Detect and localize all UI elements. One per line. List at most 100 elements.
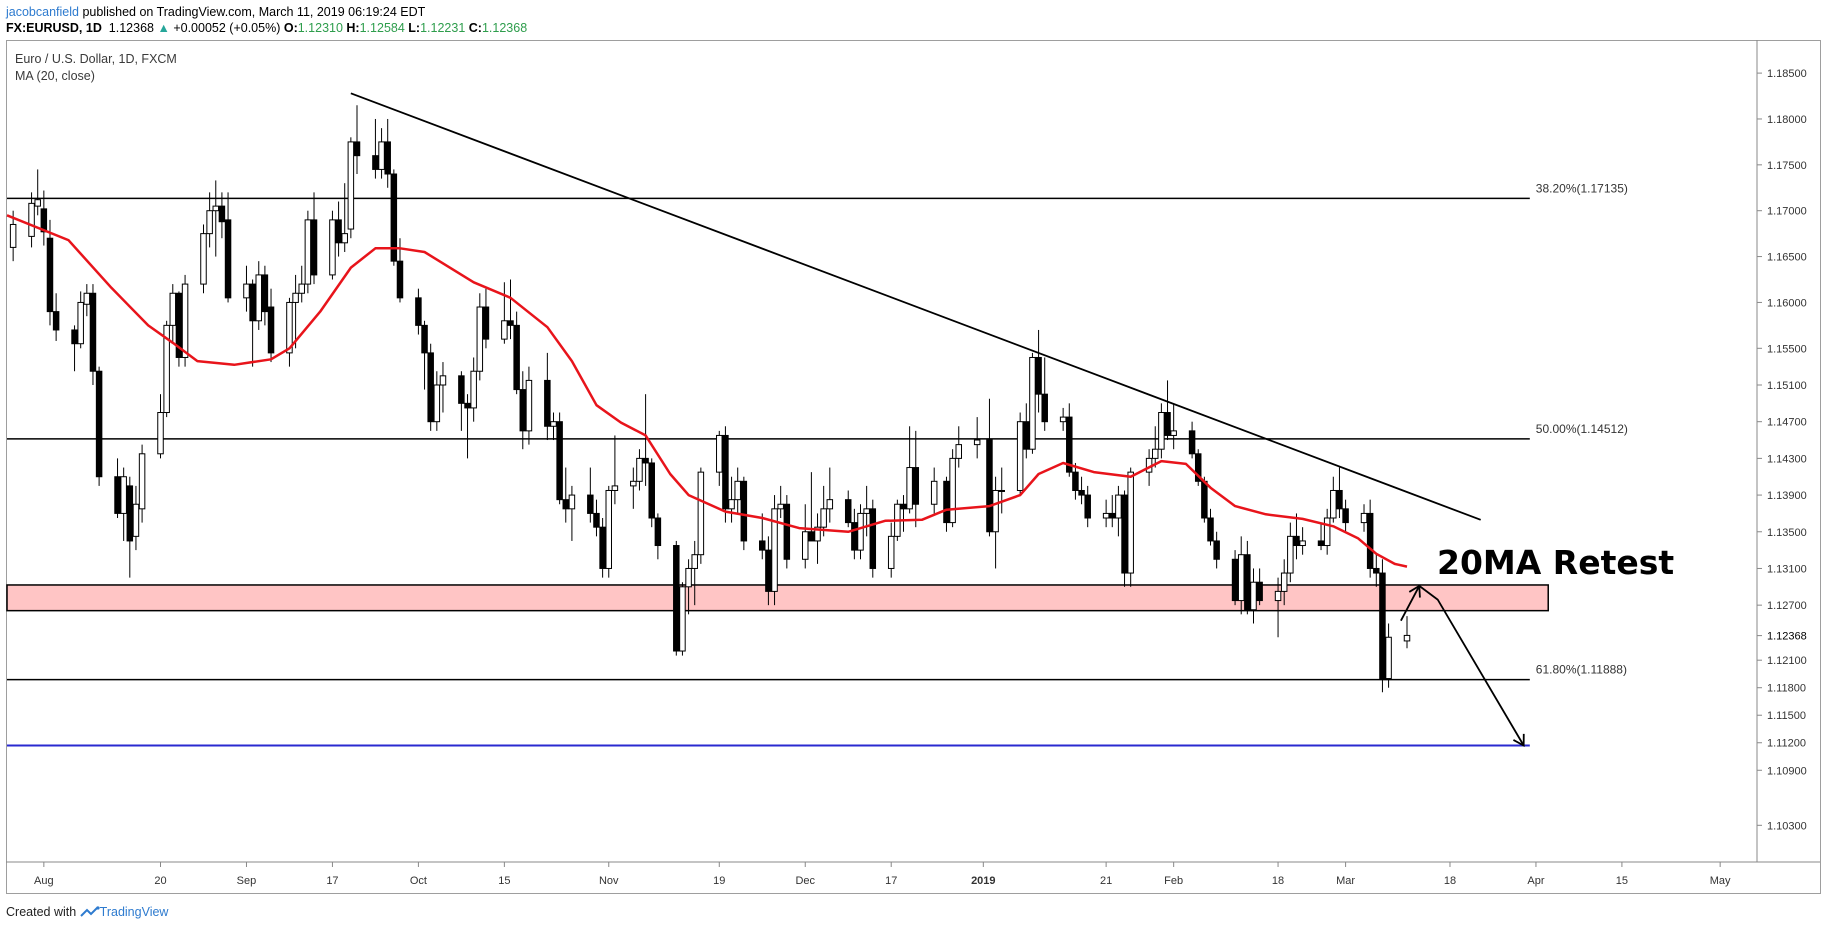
candle-body (89, 292, 97, 372)
candle (224, 192, 232, 303)
candle-body (138, 453, 146, 510)
candle (844, 490, 852, 528)
candle-body (1066, 416, 1073, 473)
tradingview-brand[interactable]: TradingView (99, 905, 169, 919)
candle-body (433, 384, 441, 423)
x-tick-label: Oct (410, 875, 427, 887)
candle (1231, 550, 1239, 606)
candle (1127, 467, 1134, 587)
open-value: 1.12310 (297, 21, 343, 35)
candle-body (611, 485, 619, 491)
candle (1170, 403, 1177, 450)
candle (218, 192, 226, 239)
candle-body (654, 517, 662, 547)
candle-body (955, 444, 963, 459)
candle-body (1360, 512, 1368, 524)
y-tick-label: 1.16500 (1767, 252, 1807, 264)
candle (83, 284, 91, 317)
candle (138, 444, 146, 523)
candle-body (863, 508, 870, 514)
candle (28, 192, 35, 248)
annotation-20ma-retest: 20MA Retest (1437, 543, 1674, 582)
x-tick-label: Apr (1527, 875, 1544, 887)
candle (513, 311, 520, 395)
candle (673, 540, 680, 656)
candle-body (857, 512, 864, 551)
candle (1059, 407, 1067, 431)
candle-body (126, 485, 134, 542)
candle-body (298, 283, 305, 294)
candle (132, 485, 140, 551)
candle-body (1256, 581, 1263, 602)
candle-body (716, 434, 723, 473)
candle-body (887, 535, 895, 569)
candle (1158, 403, 1165, 459)
candle-body (519, 389, 527, 432)
y-tick-label: 1.12700 (1767, 600, 1807, 612)
candle-body (801, 531, 809, 560)
x-tick-label: May (1710, 875, 1731, 887)
candle-body (765, 549, 772, 592)
candle (820, 485, 827, 537)
y-tick-label: 1.14300 (1767, 453, 1807, 465)
candle-body (1274, 590, 1282, 602)
candle-body (396, 260, 404, 299)
x-tick-label: Sep (237, 875, 257, 887)
candle (169, 284, 177, 344)
candle (1403, 616, 1411, 649)
x-tick-label: 15 (498, 875, 510, 887)
candle (71, 325, 78, 372)
candle-body (1084, 494, 1091, 519)
candle-body (728, 499, 735, 510)
candle-body (771, 508, 778, 592)
candle (906, 426, 913, 514)
candle-body (335, 219, 342, 244)
x-tick-label: 17 (326, 875, 338, 887)
candle (857, 504, 864, 560)
candle-body (464, 402, 471, 409)
candle (267, 288, 275, 363)
candle (1237, 536, 1245, 615)
author-link[interactable]: jacobcanfield (6, 5, 79, 19)
candle-body (808, 531, 815, 542)
candle (1115, 485, 1122, 537)
candle-body (900, 503, 907, 510)
candle (1366, 499, 1374, 578)
candle-body (587, 494, 594, 514)
x-tick-label: 18 (1444, 875, 1456, 887)
candle (887, 522, 895, 578)
candle-body (734, 480, 741, 501)
candle (943, 476, 950, 532)
candle-body (1127, 471, 1134, 574)
candle (992, 476, 999, 569)
candle (1102, 499, 1110, 528)
candle-body (120, 476, 127, 514)
y-tick-label: 1.13900 (1767, 490, 1807, 502)
candle-body (814, 526, 821, 542)
candle-body (869, 508, 877, 569)
candle (1323, 508, 1331, 555)
chart-frame[interactable] (6, 40, 1821, 894)
candle (1084, 485, 1091, 528)
candle (1164, 380, 1171, 441)
candle-body (415, 297, 422, 326)
candle-body (206, 210, 213, 235)
fib-level-label: 61.80%(1.11888) (1536, 663, 1627, 677)
candle-body (630, 480, 637, 487)
candle-body (384, 141, 391, 175)
candle-body (1385, 636, 1392, 680)
candle (562, 467, 570, 523)
x-tick-label: 18 (1272, 875, 1284, 887)
candle-body (998, 489, 1005, 492)
candle (955, 426, 963, 468)
candle (1293, 513, 1300, 560)
candle (46, 219, 54, 326)
candle-body (1293, 535, 1300, 547)
candle-body (943, 480, 950, 524)
candle-body (71, 329, 78, 345)
candle-body (1330, 489, 1337, 519)
candle-body (605, 489, 613, 569)
candle-body (642, 457, 649, 464)
candle-body (1244, 554, 1251, 611)
